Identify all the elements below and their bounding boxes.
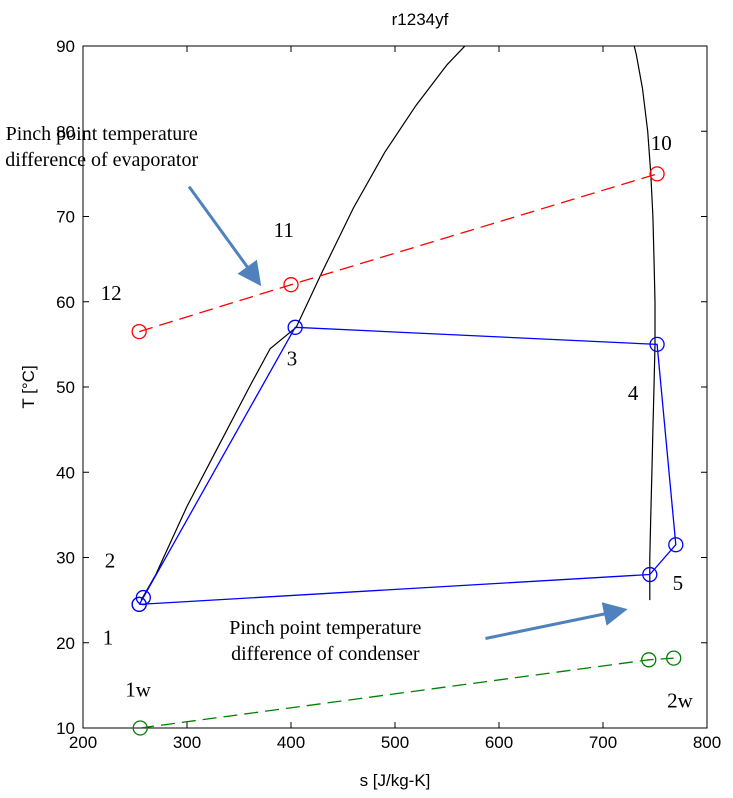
series-point-0: [287, 319, 303, 335]
y-tick-label: 20: [56, 634, 75, 653]
x-tick-label: 400: [277, 733, 305, 752]
y-tick-label: 80: [56, 122, 75, 141]
axis-ticks: 200 300 400 500 600 700 800 10 20 30 40 50 60 70 80 90: [56, 37, 721, 752]
annotation-0: Pinch point temperature difference of eva…: [5, 123, 198, 171]
y-tick-label: 10: [56, 719, 75, 738]
x-tick-label: 300: [173, 733, 201, 752]
y-tick-label: 90: [56, 37, 75, 56]
series-point-0: [642, 566, 658, 583]
x-tick-label: 700: [589, 733, 617, 752]
y-tick-label: 70: [56, 208, 75, 227]
point-label: 12: [101, 281, 122, 305]
series-point-2: [666, 650, 682, 666]
point-label: 3: [287, 347, 298, 371]
clipped-series: [138, 46, 677, 728]
series-point-1: [131, 323, 147, 340]
point-label: 2w: [667, 689, 694, 713]
y-tick-label: 30: [56, 549, 75, 568]
point-label: 1w: [125, 677, 152, 701]
point-label: 4: [628, 381, 639, 405]
x-tick-label: 800: [693, 733, 721, 752]
y-axis-label: T [°C]: [19, 365, 38, 408]
series-point-1: [649, 166, 665, 182]
chart-title: r1234yf: [392, 10, 449, 29]
series-line-2: [140, 657, 674, 728]
series-point-2: [641, 652, 657, 668]
x-tick-label: 200: [69, 733, 97, 752]
series-line-0: [138, 326, 677, 606]
saturation-vapor-curve: [633, 46, 656, 601]
x-tick-label: 500: [381, 733, 409, 752]
series-point-1: [283, 277, 299, 293]
series-line-1: [139, 173, 658, 333]
annotation-arrow-0: [187, 185, 262, 287]
y-tick-label: 40: [56, 463, 75, 482]
annotation-1: Pinch point temperature difference of con…: [229, 617, 421, 665]
point-label: 1: [103, 625, 114, 649]
annotation-arrow-1: [485, 602, 628, 640]
x-axis-label: s [J/kg-K]: [360, 771, 431, 790]
point-label: 2: [105, 549, 116, 573]
y-tick-label: 50: [56, 378, 75, 397]
series-point-2: [132, 720, 148, 736]
point-label: 11: [274, 218, 294, 242]
y-tick-label: 60: [56, 293, 75, 312]
x-tick-label: 600: [485, 733, 513, 752]
series-point-0: [668, 537, 684, 553]
series-point-0: [131, 596, 147, 613]
series-point-0: [649, 336, 665, 353]
point-label: 10: [651, 131, 672, 155]
point-label: 5: [673, 571, 684, 595]
